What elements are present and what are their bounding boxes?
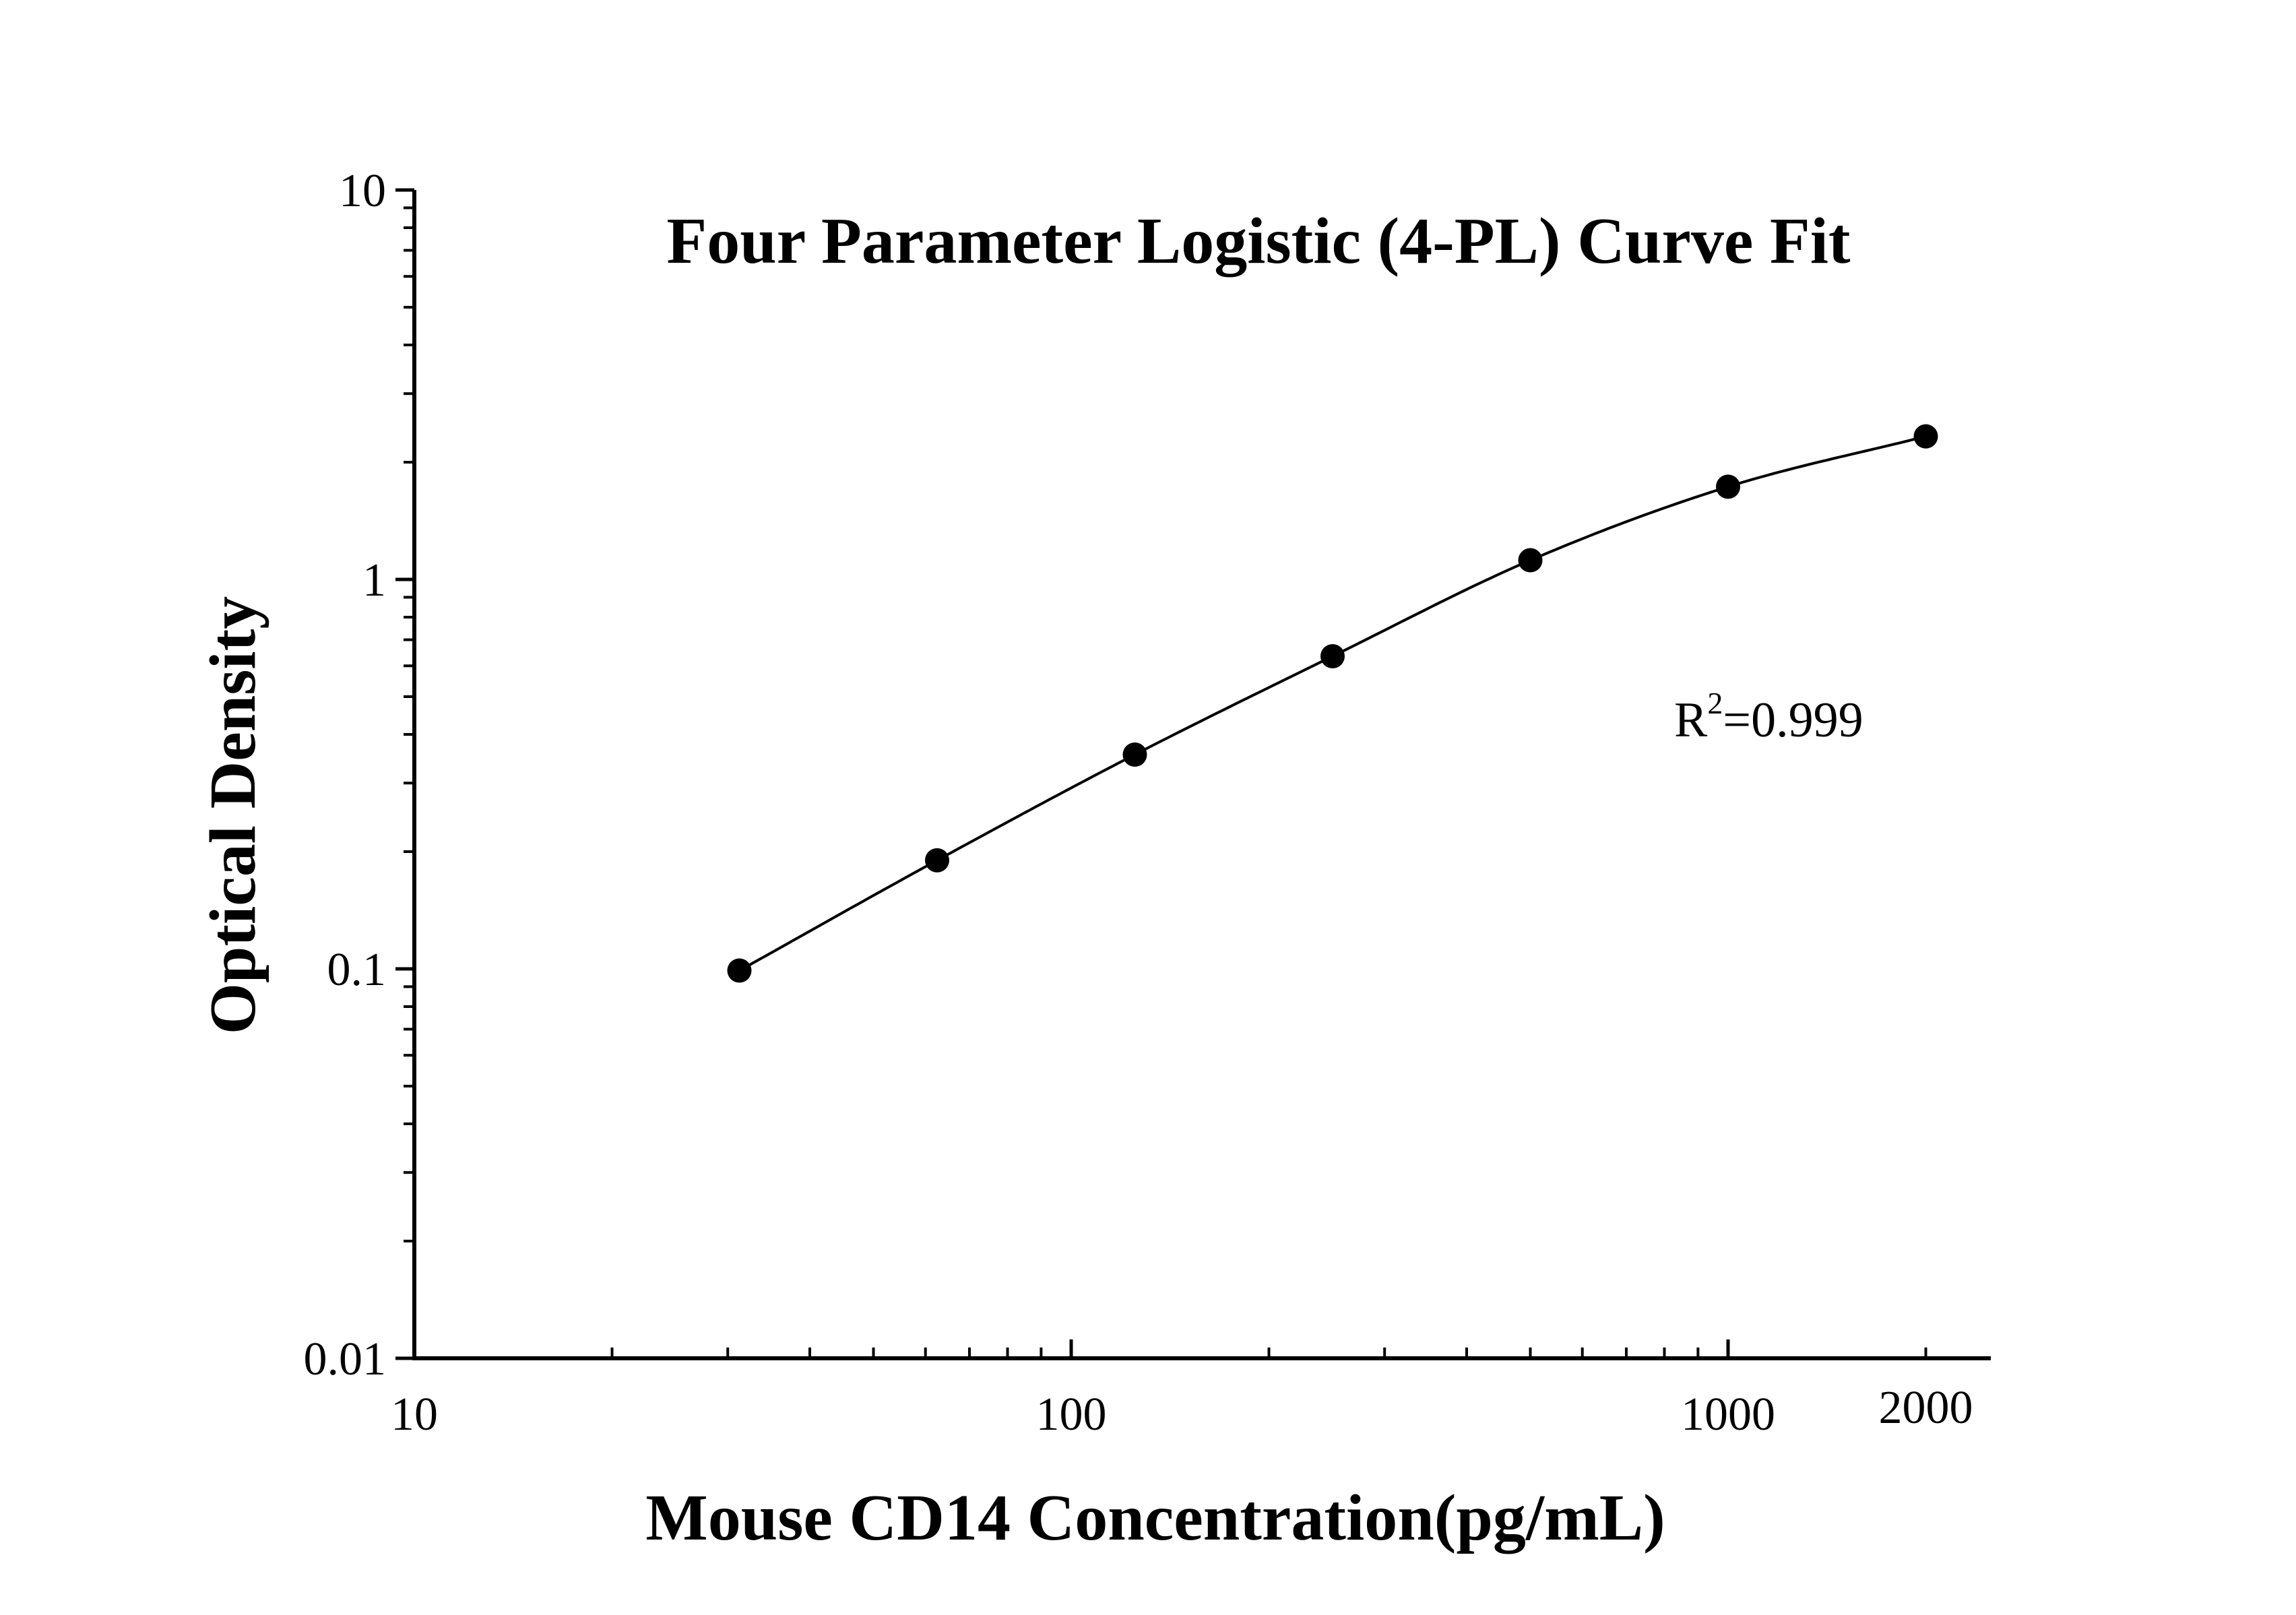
r-squared-annotation: R2=0.999	[1674, 686, 1863, 748]
chart-title: Four Parameter Logistic (4-PL) Curve Fit	[666, 205, 1851, 278]
x-axis-label: Mouse CD14 Concentration(pg/mL)	[645, 1482, 1665, 1554]
y-axis-label: Optical Density	[197, 596, 269, 1035]
y-tick-label: 1	[362, 555, 386, 606]
axes	[412, 190, 1991, 1360]
x-tick-label: 10	[391, 1389, 438, 1440]
data-point	[727, 958, 752, 983]
data-point	[1122, 742, 1147, 767]
r-squared-base: R	[1674, 693, 1708, 748]
data-point	[1716, 474, 1740, 499]
data-point	[1518, 548, 1543, 573]
data-point	[924, 848, 949, 873]
x-tick-label: 100	[1036, 1389, 1107, 1440]
y-tick-label: 0.1	[327, 944, 387, 996]
tick-labels: 0.01 0.1 1 10 10 100 1000 2000	[304, 165, 1973, 1440]
r-squared-superscript: 2	[1707, 686, 1723, 720]
x-tick-label: 1000	[1681, 1389, 1775, 1440]
r-squared-value: =0.999	[1723, 693, 1863, 748]
x-tick-label: 2000	[1879, 1382, 1973, 1434]
data-point	[1320, 643, 1345, 668]
data-points-layer	[727, 424, 1938, 983]
data-point	[1913, 424, 1938, 449]
y-tick-label: 0.01	[304, 1333, 387, 1385]
ticks	[395, 188, 1927, 1360]
y-tick-label: 10	[339, 165, 386, 217]
